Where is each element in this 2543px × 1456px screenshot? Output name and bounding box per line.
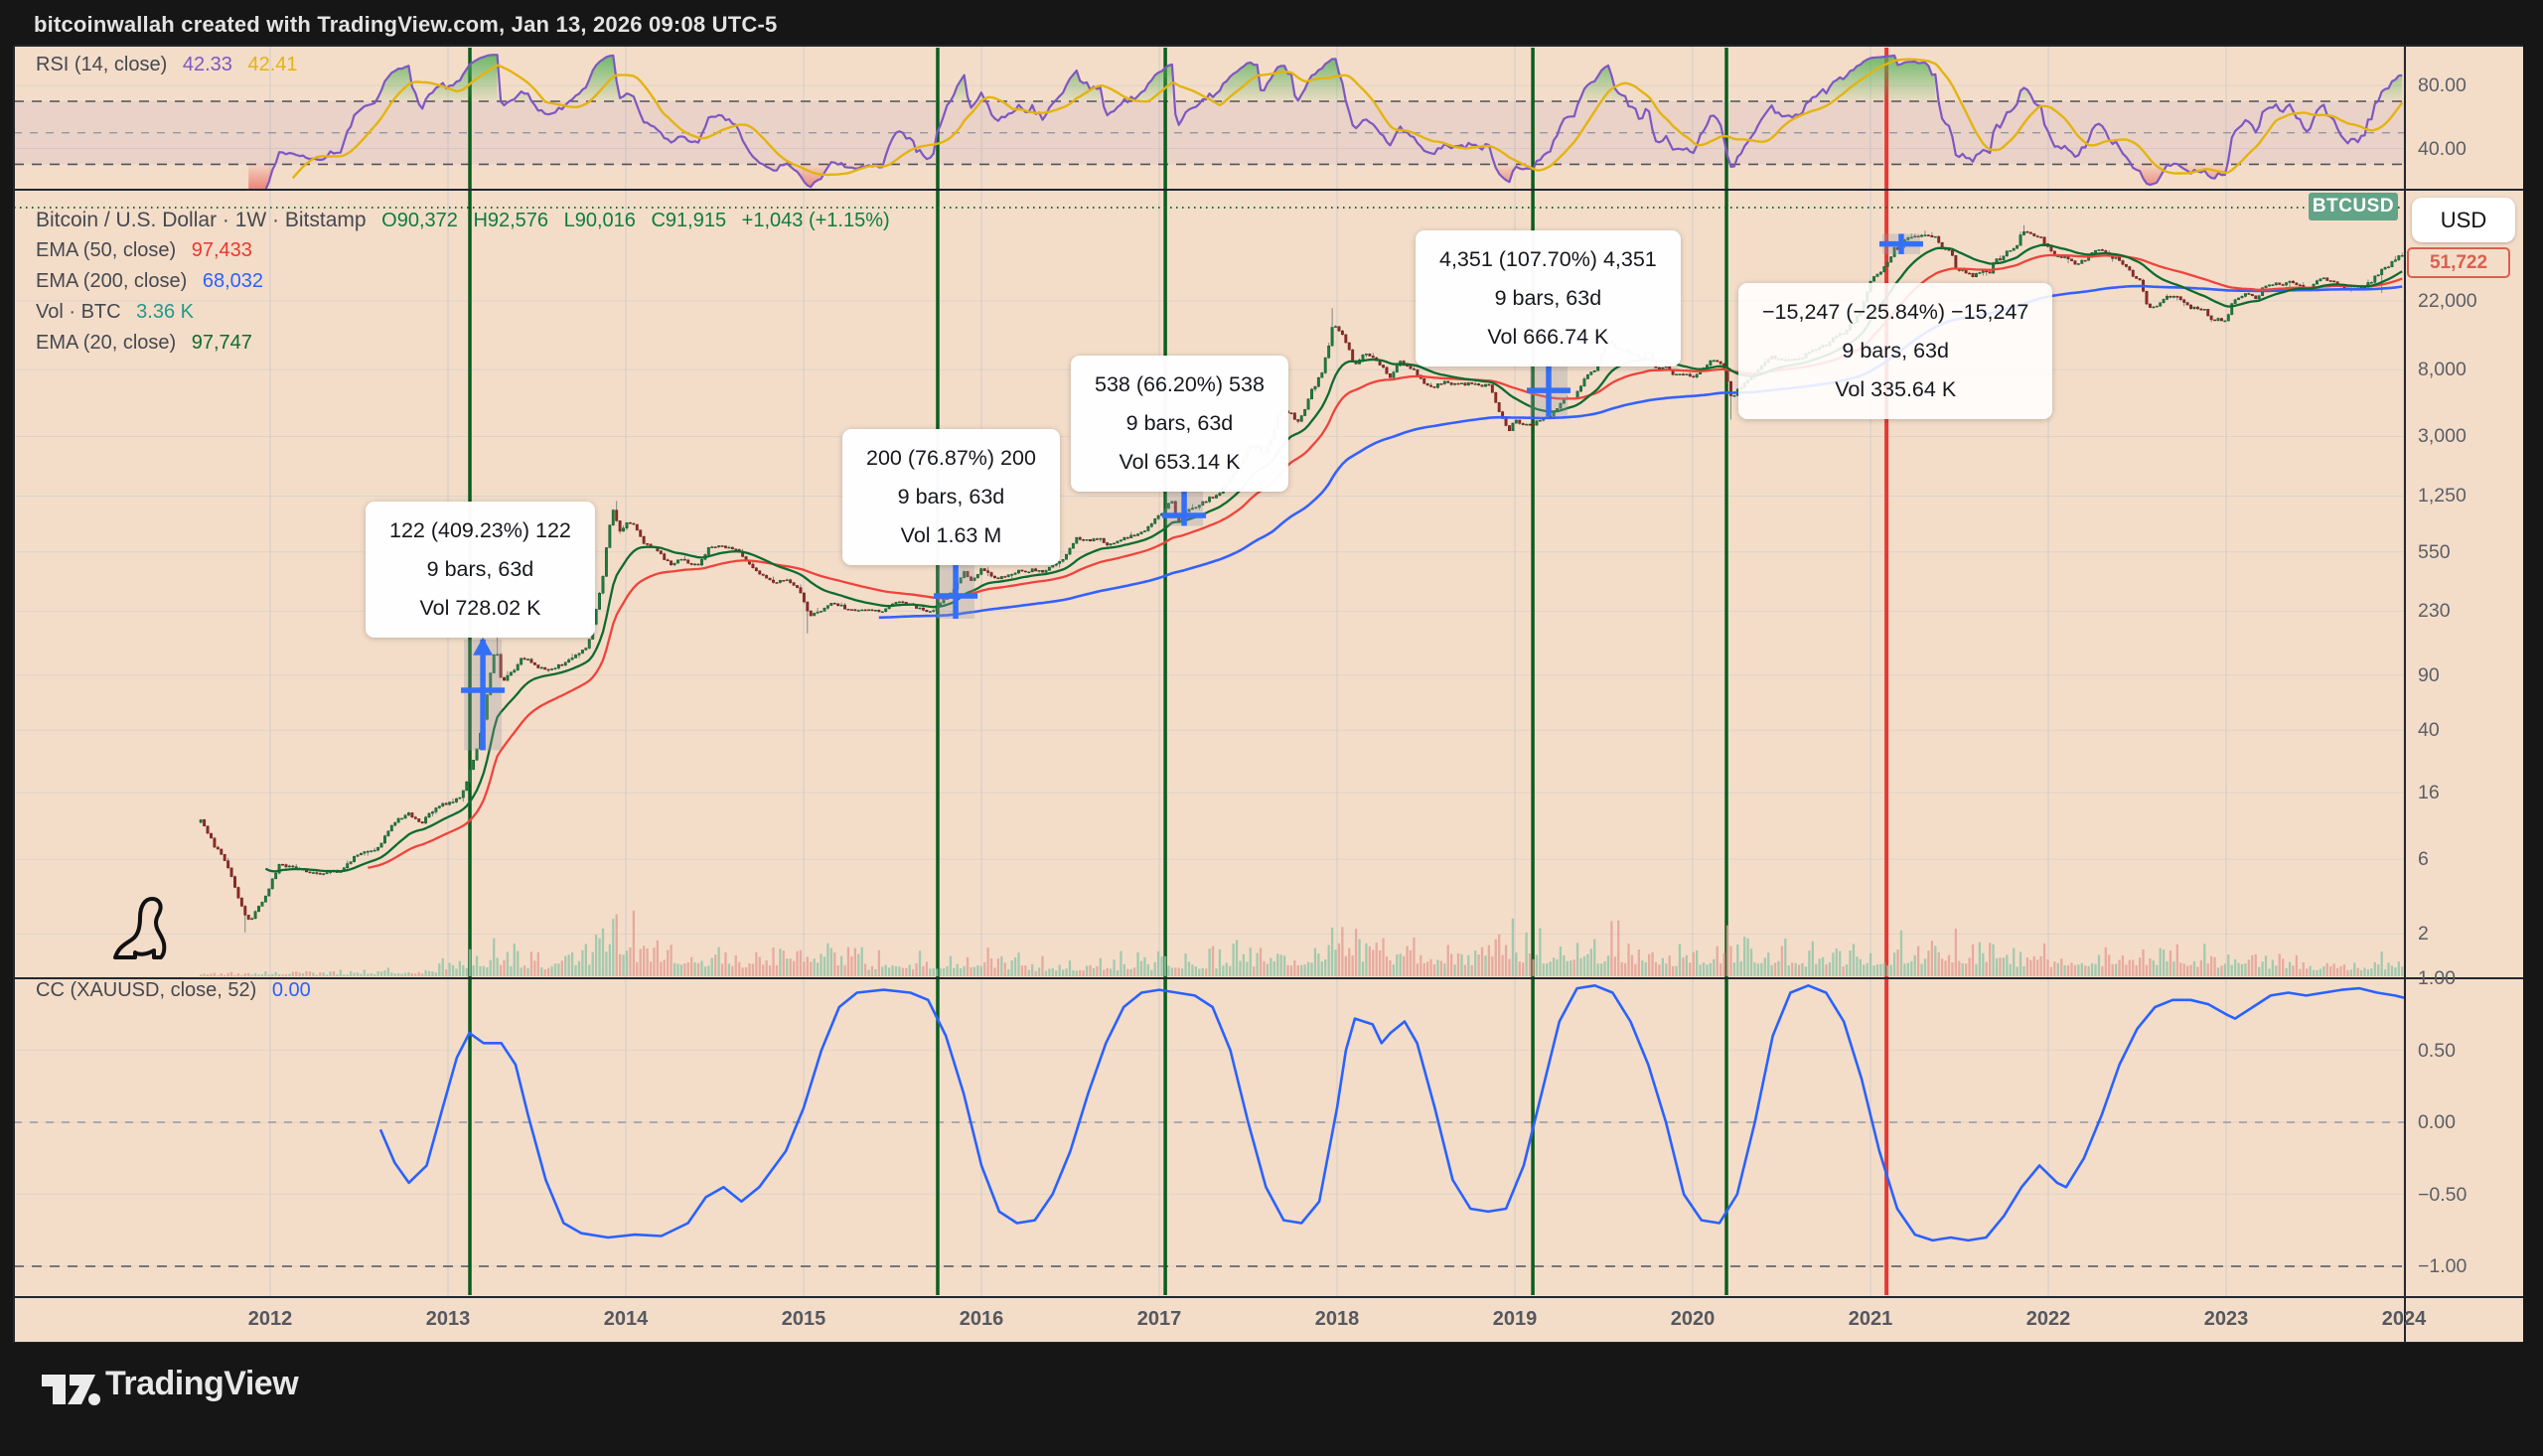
dino-doodle-drawing[interactable]	[109, 894, 173, 965]
ohlc-low: L90,016	[563, 210, 636, 231]
volume-label: Vol · BTC	[36, 301, 121, 323]
symbol-title: Bitcoin / U.S. Dollar · 1W · Bitstamp	[36, 209, 367, 231]
dino-path	[113, 897, 167, 959]
indicator-row-ema200[interactable]: EMA (200, close) 68,032	[36, 266, 890, 297]
attribution-text: bitcoinwallah created with TradingView.c…	[34, 12, 778, 37]
price-range-tool[interactable]	[1162, 488, 1207, 526]
rsi-ma-value: 42.41	[247, 54, 298, 75]
ohlc-open: O90,372	[381, 210, 458, 231]
symbol-badge: BTCUSD	[2309, 193, 2398, 220]
tradingview-logo-icon[interactable]	[40, 1367, 101, 1412]
indicator-row-ema20[interactable]: EMA (20, close) 97,747	[36, 328, 890, 359]
ema200-label: EMA (200, close)	[36, 270, 188, 292]
rsi-value: 42.33	[182, 54, 232, 75]
price-range-tool[interactable]	[1527, 366, 1571, 417]
price-range-tool[interactable]	[934, 563, 978, 619]
ema50-value: 97,433	[191, 239, 252, 261]
ohlc-change: +1,043 (+1.15%)	[741, 210, 890, 231]
price-range-tool[interactable]	[1878, 233, 1923, 254]
cc-legend[interactable]: CC (XAUUSD, close, 52) 0.00	[36, 979, 311, 1002]
ema50-label: EMA (50, close)	[36, 239, 177, 261]
ema20-label: EMA (20, close)	[36, 332, 177, 354]
attribution-title: bitcoinwallah created with TradingView.c…	[34, 12, 777, 38]
cc-value: 0.00	[271, 979, 311, 1001]
rsi-legend[interactable]: RSI (14, close) 42.33 42.41	[36, 54, 298, 76]
ohlc-close: C91,915	[651, 210, 727, 231]
footer-bar: TradingView	[0, 1343, 2543, 1456]
rsi-legend-label: RSI (14, close)	[36, 54, 168, 75]
indicator-row-ema50[interactable]: EMA (50, close) 97,433	[36, 235, 890, 266]
indicator-row-volume[interactable]: Vol · BTC 3.36 K	[36, 297, 890, 328]
symbol-row[interactable]: Bitcoin / U.S. Dollar · 1W · Bitstamp O9…	[36, 205, 890, 235]
last-price-value: 51,722	[2429, 251, 2488, 273]
cc-legend-label: CC (XAUUSD, close, 52)	[36, 979, 257, 1001]
currency-toggle-label: USD	[2440, 207, 2487, 232]
volume-value: 3.36 K	[136, 301, 194, 323]
ema200-value: 68,032	[202, 270, 264, 292]
price-range-tool[interactable]	[461, 637, 506, 751]
tradingview-wordmark[interactable]: TradingView	[105, 1365, 299, 1402]
main-legend[interactable]: Bitcoin / U.S. Dollar · 1W · Bitstamp O9…	[36, 205, 890, 359]
last-price-label: 51,722	[2407, 247, 2510, 278]
ohlc-high: H92,576	[473, 210, 549, 231]
ema20-value: 97,747	[191, 332, 252, 354]
currency-toggle-button[interactable]: USD	[2412, 198, 2515, 242]
symbol-badge-text: BTCUSD	[2312, 196, 2395, 217]
